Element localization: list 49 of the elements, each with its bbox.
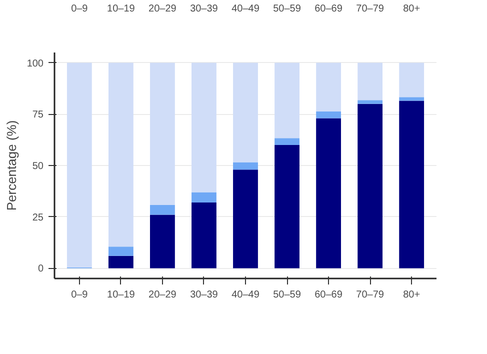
text: 0–9: [71, 4, 88, 14]
bar: [358, 62, 383, 100]
bar: [274, 144, 300, 268]
x-tick-label: 50–59: [273, 290, 302, 300]
bar: [192, 202, 216, 268]
bar: [316, 111, 341, 118]
bar: [66, 62, 92, 268]
x-tick-label: 10–19: [107, 290, 136, 300]
bar: [192, 192, 216, 202]
x-tick-label: 80+: [403, 290, 420, 300]
bar: [150, 204, 175, 215]
bar: [233, 170, 258, 268]
x-tick-label: 30–39: [190, 290, 218, 300]
bar: [233, 162, 258, 170]
bar: [108, 62, 134, 247]
text: 20–29: [148, 4, 177, 14]
bar: [150, 214, 175, 268]
text: 70–79: [356, 4, 384, 14]
x-tick-label: 70–79: [356, 290, 384, 300]
y-tick-label: 25: [32, 212, 44, 224]
bar: [399, 100, 424, 268]
bar: [192, 62, 216, 192]
bar: [150, 62, 175, 205]
x-tick-label: 0–9: [71, 290, 88, 300]
y-tick-label: 50: [32, 161, 44, 172]
bar: [233, 62, 258, 162]
text: 40–49: [232, 4, 260, 14]
bar: [108, 246, 134, 256]
text: 30–39: [190, 4, 218, 14]
y-tick-label: 0: [38, 264, 44, 275]
y-tick-label: 75: [32, 110, 44, 121]
bar: [274, 138, 300, 145]
bar: [399, 97, 424, 101]
bar: [316, 118, 341, 268]
y-axis-title: Percentage (%): [4, 120, 19, 211]
text: 80+: [403, 4, 420, 14]
text: 60–69: [314, 4, 343, 14]
x-tick-label: 60–69: [314, 290, 343, 300]
bar: [316, 62, 341, 112]
text: 10–19: [107, 4, 136, 14]
bar: [358, 104, 383, 268]
y-tick-label: 100: [26, 58, 44, 70]
text: 50–59: [273, 4, 302, 14]
bar: [108, 256, 134, 268]
bar: [274, 62, 300, 138]
x-tick-label: 40–49: [232, 290, 260, 300]
bar: [358, 100, 383, 104]
bar: [399, 62, 424, 98]
x-tick-label: 20–29: [148, 290, 177, 300]
